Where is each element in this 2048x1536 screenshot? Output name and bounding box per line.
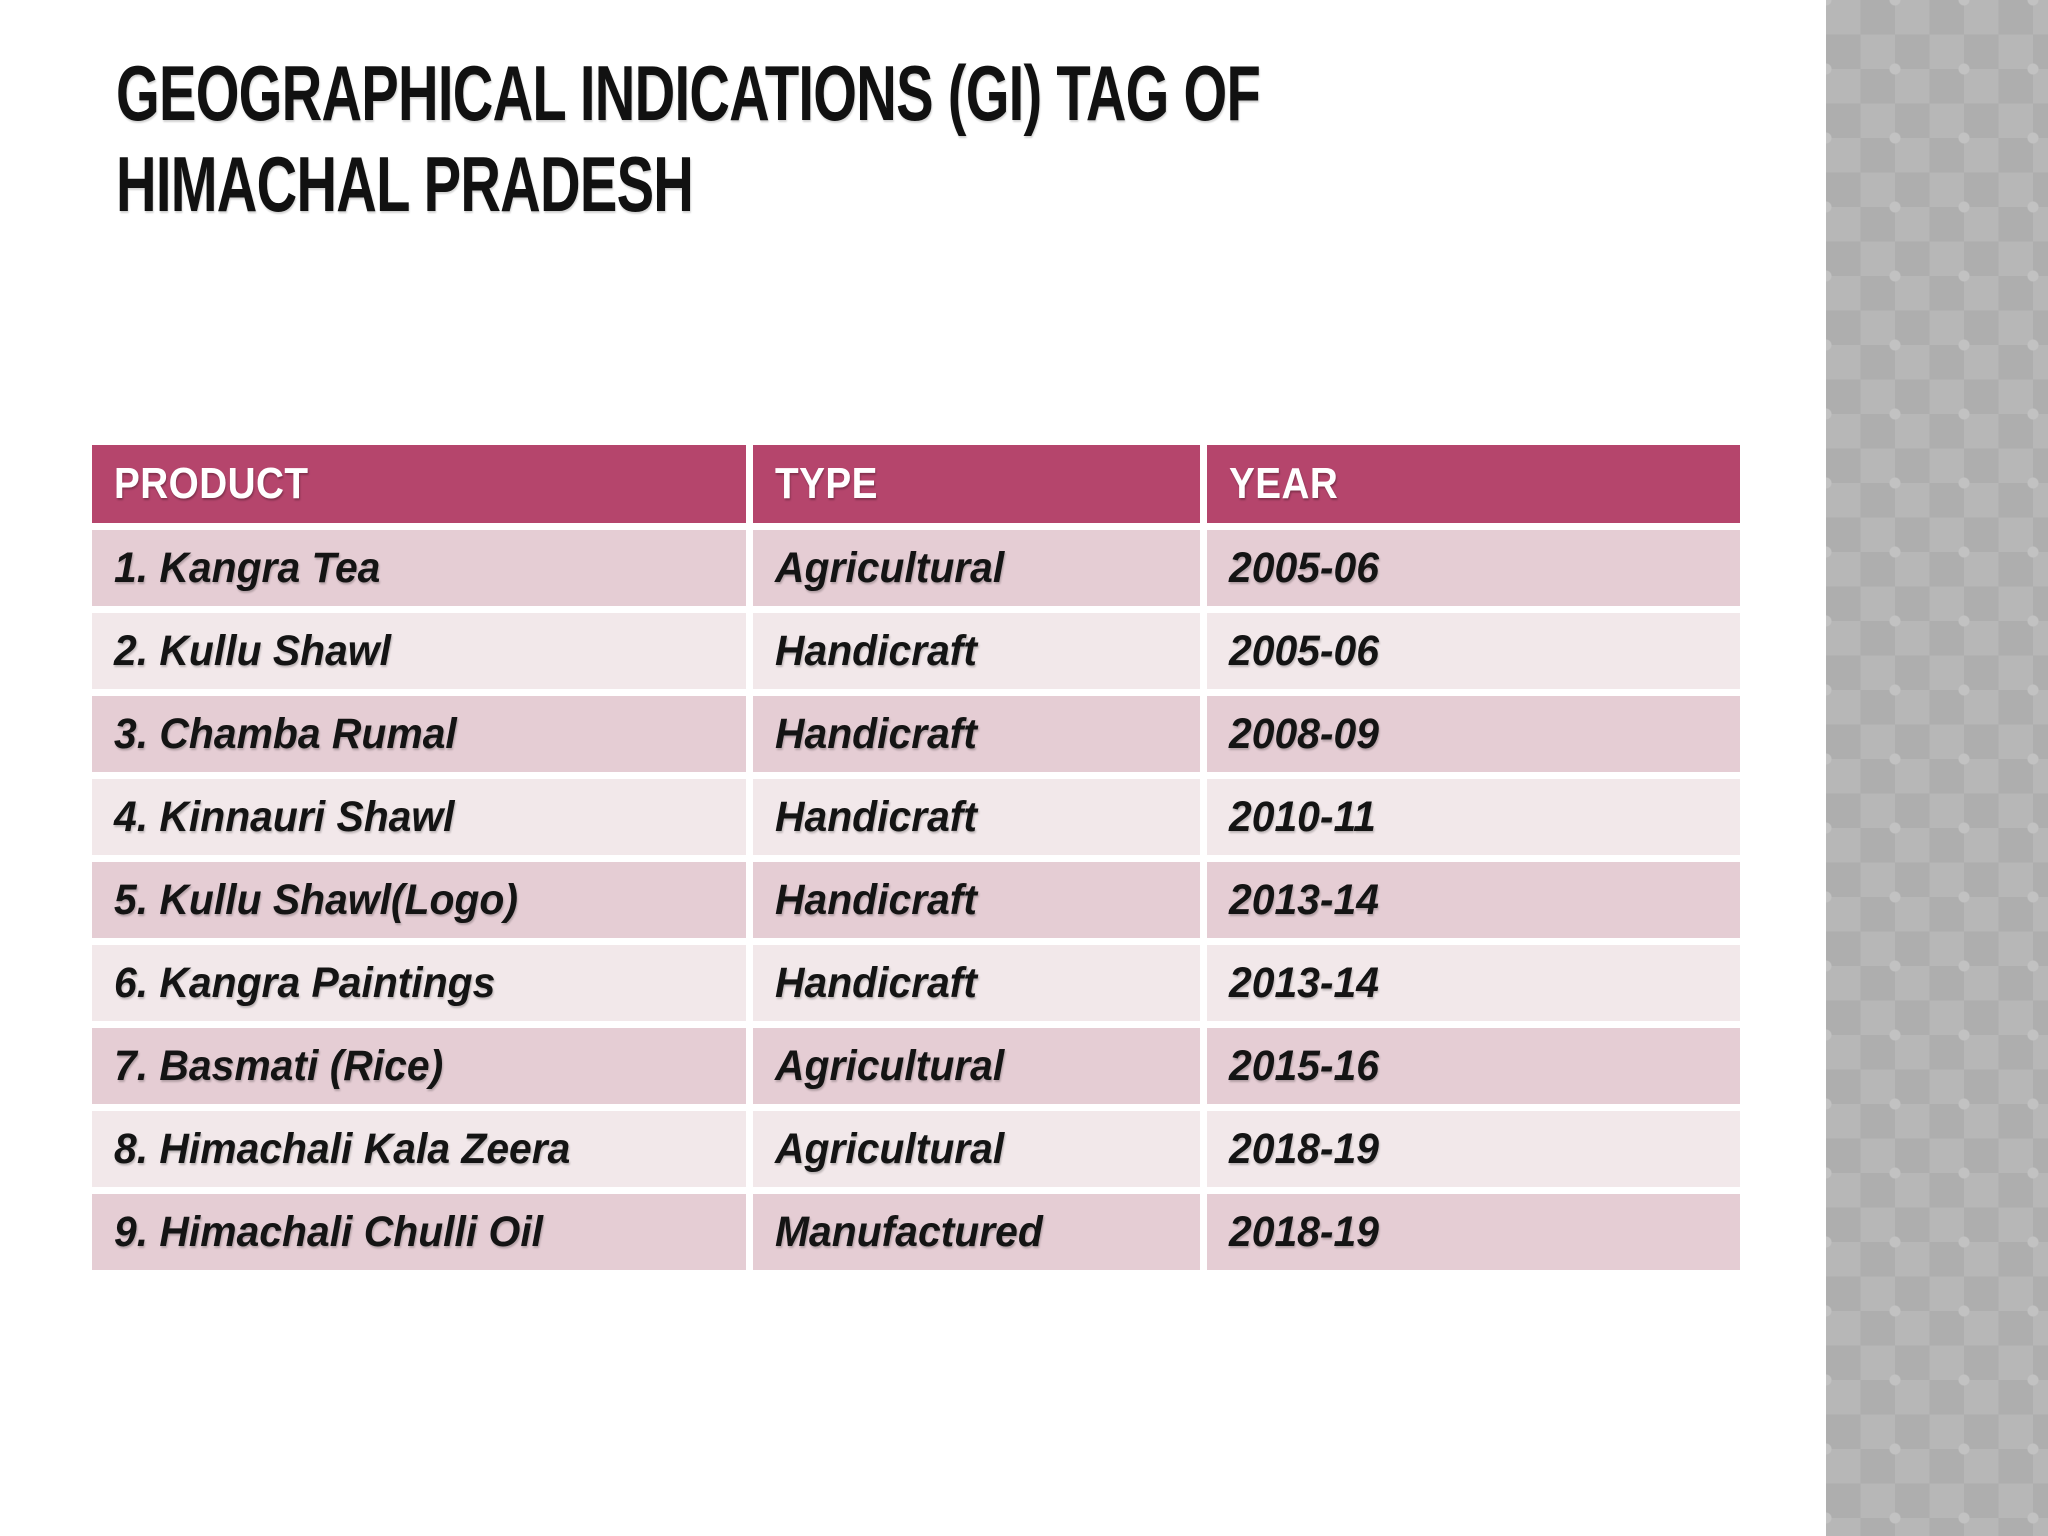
table-cell-type: Handicraft — [753, 779, 1200, 855]
table-cell-product: 7. Basmati (Rice) — [92, 1028, 746, 1104]
gi-table: PRODUCT TYPE YEAR 1. Kangra Tea Agricultu… — [92, 445, 1740, 1270]
table-cell-type-text: Handicraft — [775, 875, 978, 924]
table-cell-year: 2005-06 — [1207, 613, 1740, 689]
decorative-diamond-sidebar — [1826, 0, 2048, 1536]
table-cell-year: 2013-14 — [1207, 945, 1740, 1021]
table-cell-product: 9. Himachali Chulli Oil — [92, 1194, 746, 1270]
table-cell-year-text: 2013-14 — [1229, 958, 1379, 1007]
page-title: GEOGRAPHICAL INDICATIONS (GI) TAG OF HIM… — [116, 48, 1261, 231]
column-header-product-label: PRODUCT — [114, 459, 309, 508]
table-cell-year: 2018-19 — [1207, 1111, 1740, 1187]
table-cell-year-text: 2010-11 — [1229, 792, 1376, 841]
table-cell-year-text: 2005-06 — [1229, 626, 1379, 675]
table-cell-year-text: 2013-14 — [1229, 875, 1379, 924]
table-cell-type: Handicraft — [753, 862, 1200, 938]
table-cell-product: 8. Himachali Kala Zeera — [92, 1111, 746, 1187]
page-title-line1: GEOGRAPHICAL INDICATIONS (GI) TAG OF — [116, 49, 1261, 137]
table-cell-product-text: 1. Kangra Tea — [114, 543, 381, 592]
table-cell-type-text: Handicraft — [775, 958, 978, 1007]
table-cell-type-text: Agricultural — [775, 543, 1005, 592]
table-cell-year: 2010-11 — [1207, 779, 1740, 855]
table-cell-product-text: 9. Himachali Chulli Oil — [114, 1207, 544, 1256]
table-cell-type-text: Handicraft — [775, 792, 978, 841]
column-header-year: YEAR — [1207, 445, 1740, 523]
table-cell-type: Handicraft — [753, 945, 1200, 1021]
table-cell-product-text: 4. Kinnauri Shawl — [114, 792, 455, 841]
table-cell-product: 1. Kangra Tea — [92, 530, 746, 606]
table-cell-product-text: 6. Kangra Paintings — [114, 958, 496, 1007]
table-cell-year: 2013-14 — [1207, 862, 1740, 938]
column-header-type-label: TYPE — [775, 459, 878, 508]
page-title-line2: HIMACHAL PRADESH — [116, 140, 694, 229]
column-header-type: TYPE — [753, 445, 1200, 523]
table-cell-product-text: 7. Basmati (Rice) — [114, 1041, 444, 1090]
table-cell-product: 3. Chamba Rumal — [92, 696, 746, 772]
table-cell-year-text: 2005-06 — [1229, 543, 1379, 592]
table-cell-product: 4. Kinnauri Shawl — [92, 779, 746, 855]
table-cell-type: Manufactured — [753, 1194, 1200, 1270]
table-cell-year-text: 2015-16 — [1229, 1041, 1379, 1090]
table-cell-product-text: 5. Kullu Shawl(Logo) — [114, 875, 518, 924]
table-cell-product: 6. Kangra Paintings — [92, 945, 746, 1021]
table-cell-type-text: Handicraft — [775, 709, 978, 758]
table-cell-product-text: 3. Chamba Rumal — [114, 709, 457, 758]
table-cell-type: Handicraft — [753, 696, 1200, 772]
table-cell-type-text: Agricultural — [775, 1041, 1005, 1090]
table-cell-year-text: 2018-19 — [1229, 1124, 1379, 1173]
table-cell-type: Handicraft — [753, 613, 1200, 689]
table-cell-type: Agricultural — [753, 530, 1200, 606]
table-cell-type: Agricultural — [753, 1111, 1200, 1187]
table-cell-year: 2018-19 — [1207, 1194, 1740, 1270]
column-header-product: PRODUCT — [92, 445, 746, 523]
table-cell-year-text: 2018-19 — [1229, 1207, 1379, 1256]
table-cell-year: 2005-06 — [1207, 530, 1740, 606]
table-cell-year: 2015-16 — [1207, 1028, 1740, 1104]
table-cell-product: 2. Kullu Shawl — [92, 613, 746, 689]
table-cell-product-text: 2. Kullu Shawl — [114, 626, 391, 675]
table-cell-type-text: Handicraft — [775, 626, 978, 675]
table-cell-year: 2008-09 — [1207, 696, 1740, 772]
table-cell-type: Agricultural — [753, 1028, 1200, 1104]
table-cell-type-text: Agricultural — [775, 1124, 1005, 1173]
table-cell-product-text: 8. Himachali Kala Zeera — [114, 1124, 571, 1173]
table-cell-year-text: 2008-09 — [1229, 709, 1379, 758]
table-cell-type-text: Manufactured — [775, 1207, 1043, 1256]
table-cell-product: 5. Kullu Shawl(Logo) — [92, 862, 746, 938]
column-header-year-label: YEAR — [1229, 459, 1339, 508]
